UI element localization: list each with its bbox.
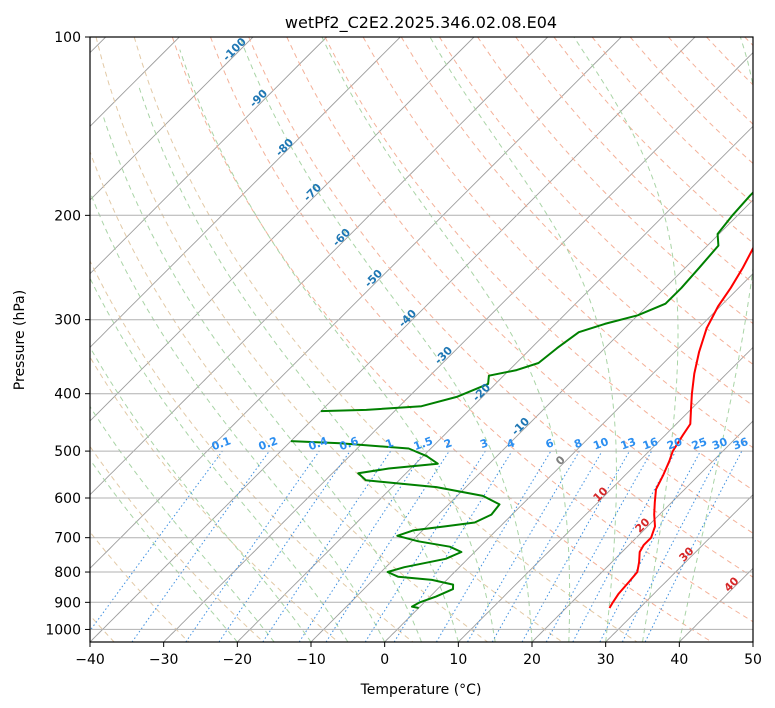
x-axis-label: Temperature (°C) (360, 682, 482, 698)
x-tick-label: −40 (75, 652, 105, 668)
line-labels: 0.1 0.2 0.4 0.6 1 1.5 2 3 4 6 8 10 13 16 20 25 30 36-100-… (210, 35, 751, 595)
mixing-ratio-line (262, 450, 392, 642)
mixing-ratio-label: 36 (731, 435, 750, 453)
isotherm-line (310, 199, 753, 642)
y-tick-label: 500 (54, 444, 81, 460)
moist-adiabat-line (102, 114, 422, 642)
moist-adiabat-line (573, 37, 679, 642)
mixing-ratio-label: 4 (505, 436, 517, 451)
y-tick-label: 300 (54, 313, 81, 329)
moist-adiabat-line (239, 37, 533, 642)
chart-title: wetPf2_C2E2.2025.346.02.08.E04 (285, 13, 557, 33)
mixing-ratio-label: 8 (572, 436, 584, 451)
mixing-ratio-label: 16 (641, 435, 660, 453)
mixing-ratio-line (185, 450, 320, 642)
x-axis: −40 −30 −20 −10 0 10 20 30 40 50 (75, 642, 762, 668)
isotherm-line (457, 346, 753, 642)
dry-adiabat-line (400, 37, 753, 407)
mixing-ratio-line (521, 450, 630, 642)
y-axis-label: Pressure (hPa) (12, 290, 28, 390)
moist-adiabat-line (321, 37, 571, 642)
series-line-1 (290, 440, 501, 609)
dry-adiabat-line (95, 37, 563, 642)
mixing-ratio-label: 0.2 (257, 434, 280, 453)
dry-adiabat-line (248, 37, 753, 578)
mixing-ratio-label: 2 (442, 436, 454, 451)
y-tick-label: 100 (54, 30, 81, 46)
mixing-ratio-label: 25 (690, 435, 709, 452)
x-tick-label: 10 (449, 652, 467, 668)
mixing-ratio-line (298, 450, 425, 642)
y-tick-label: 400 (54, 387, 81, 403)
mixing-ratio-line (393, 450, 513, 642)
mixing-ratio-line (131, 450, 270, 642)
x-tick-label: 30 (597, 652, 615, 668)
dry-adiabat-line (90, 445, 264, 642)
isotherm-line (531, 420, 753, 642)
x-tick-label: 20 (523, 652, 541, 668)
dry-adiabat-line (362, 37, 753, 449)
plot-area (90, 37, 753, 642)
y-tick-label: 600 (54, 491, 81, 507)
moist-adiabat-line (429, 37, 617, 642)
mixing-ratio-line (644, 450, 743, 642)
y-tick-label: 900 (54, 595, 81, 611)
x-tick-label: 40 (670, 652, 688, 668)
dry-adiabat-line (210, 37, 753, 623)
series-line-0 (608, 246, 753, 609)
dry-adiabat-line (324, 37, 753, 491)
moist-adiabat-line (90, 277, 349, 642)
mixing-ratio-line (545, 450, 653, 642)
plot-frame (89, 36, 754, 643)
y-tick-label: 1000 (45, 622, 81, 638)
background-lines (90, 37, 753, 642)
mixing-ratio-label: 1.5 (412, 434, 435, 453)
dry-adiabat-line (133, 37, 638, 642)
moist-adiabat-line (90, 346, 312, 642)
mixing-ratio-line (572, 450, 677, 642)
isotherm-line (90, 37, 696, 642)
mixing-ratio-label: 20 (665, 435, 684, 453)
x-tick-label: −20 (223, 652, 253, 668)
mixing-ratio-label: 30 (710, 435, 729, 453)
mixing-ratio-line (90, 450, 223, 632)
isotherm-line (678, 567, 753, 642)
y-tick-label: 700 (54, 531, 81, 547)
isotherm-line (163, 52, 753, 642)
dry-adiabat-line (90, 150, 488, 642)
series-layer (290, 191, 753, 609)
mixing-ratio-label: 10 (591, 435, 610, 453)
mixing-ratio-label: 1 (384, 436, 396, 451)
x-tick-label: 50 (744, 652, 762, 668)
moist-adiabat-line (90, 458, 238, 642)
y-axis: 100 200 300 400 500 600 700 800 900 1000 (45, 30, 90, 638)
x-tick-label: −10 (296, 652, 326, 668)
mixing-ratio-label: 3 (478, 436, 490, 451)
mixing-ratio-line (218, 450, 351, 642)
mixing-ratio-label: 0.1 (210, 434, 233, 453)
isotherm-line (236, 125, 753, 642)
mixing-ratio-label: 13 (619, 435, 638, 452)
isotherm-line (90, 37, 549, 496)
y-tick-label: 200 (54, 208, 81, 224)
isotherm-line (90, 37, 401, 348)
mixing-ratio-label: 0.4 (307, 434, 330, 453)
series-line-2 (320, 191, 753, 413)
moist-adiabat-line (137, 83, 459, 642)
mixing-ratio-line (325, 450, 450, 642)
mixing-ratio-label: 6 (544, 436, 556, 451)
dry-adiabat-line (171, 37, 712, 642)
mixing-ratio-label: 0.6 (338, 434, 361, 453)
x-tick-label: −30 (149, 652, 179, 668)
isotherm-line (90, 37, 475, 422)
x-tick-label: 0 (380, 652, 389, 668)
isotherm-line (90, 37, 622, 569)
y-tick-label: 800 (54, 565, 81, 581)
